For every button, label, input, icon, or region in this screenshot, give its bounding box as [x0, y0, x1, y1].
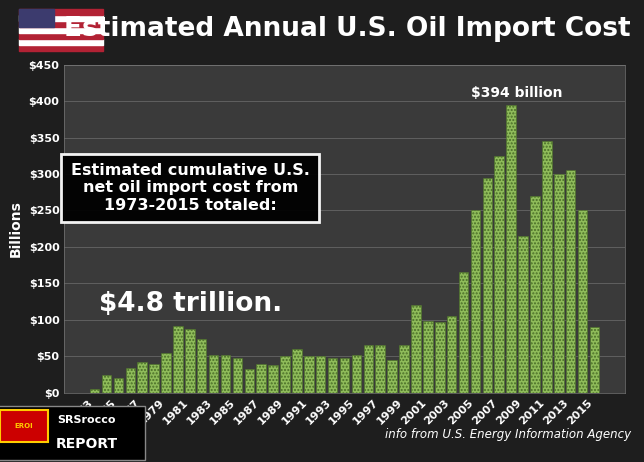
Bar [90, 389, 99, 393]
Bar [19, 45, 103, 51]
Bar [471, 211, 480, 393]
Bar [19, 9, 55, 27]
Bar [328, 359, 337, 393]
Bar [114, 378, 123, 393]
Bar [388, 360, 397, 393]
Text: info from U.S. Energy Information Agency: info from U.S. Energy Information Agency [385, 428, 631, 442]
Bar [459, 273, 468, 393]
Bar [554, 174, 564, 393]
Bar [19, 39, 103, 45]
Bar [518, 236, 528, 393]
Bar [19, 21, 103, 27]
Bar [221, 355, 231, 393]
Bar [19, 15, 103, 21]
Bar [269, 365, 278, 393]
Bar [102, 375, 111, 393]
Y-axis label: Billions: Billions [9, 200, 23, 257]
Bar [566, 170, 575, 393]
Bar [161, 353, 171, 393]
Bar [340, 359, 349, 393]
Bar [137, 362, 147, 393]
Bar [482, 178, 492, 393]
Bar [19, 9, 103, 15]
Bar [375, 345, 385, 393]
Bar [232, 358, 242, 393]
Bar [19, 27, 103, 33]
Bar [256, 364, 266, 393]
Bar [19, 33, 103, 39]
Text: Estimated Annual U.S. Oil Import Cost: Estimated Annual U.S. Oil Import Cost [64, 16, 631, 42]
Bar [126, 368, 135, 393]
Text: EROI: EROI [15, 423, 33, 429]
Text: SRSrocco: SRSrocco [58, 415, 116, 425]
Bar [197, 340, 207, 393]
Bar [304, 356, 314, 393]
Bar [423, 321, 433, 393]
FancyBboxPatch shape [0, 410, 48, 442]
Bar [411, 305, 421, 393]
FancyBboxPatch shape [0, 406, 145, 460]
Text: $4.8 trillion.: $4.8 trillion. [99, 291, 282, 317]
Text: Estimated cumulative U.S.
net oil import cost from
1973-2015 totaled:: Estimated cumulative U.S. net oil import… [71, 163, 310, 213]
Bar [435, 322, 444, 393]
Bar [495, 156, 504, 393]
Bar [280, 356, 290, 393]
Bar [447, 316, 457, 393]
Bar [149, 364, 159, 393]
Bar [542, 141, 552, 393]
Bar [506, 105, 516, 393]
Bar [352, 355, 361, 393]
Bar [364, 345, 373, 393]
Bar [245, 370, 254, 393]
Bar [185, 329, 194, 393]
Bar [530, 196, 540, 393]
Bar [590, 327, 599, 393]
Bar [209, 355, 218, 393]
Bar [578, 211, 587, 393]
Bar [292, 349, 301, 393]
Text: REPORT: REPORT [56, 437, 118, 451]
Bar [173, 326, 183, 393]
Bar [399, 345, 409, 393]
Bar [316, 356, 325, 393]
Text: $394 billion: $394 billion [471, 86, 563, 100]
